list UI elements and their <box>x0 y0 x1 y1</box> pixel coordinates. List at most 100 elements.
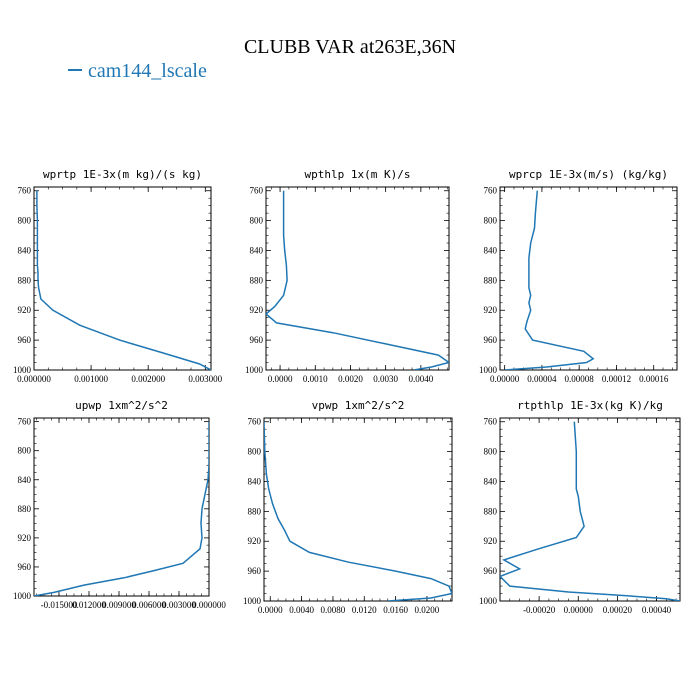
x-tick-label: 0.0200 <box>415 605 440 615</box>
y-tick-label: 760 <box>484 417 498 427</box>
y-tick-label: 920 <box>484 305 498 315</box>
panel-title: rtpthlp 1E-3x(kg K)/kg <box>517 399 663 412</box>
x-tick-label: 0.002000 <box>131 374 165 384</box>
y-tick-label: 920 <box>18 533 32 543</box>
y-tick-label: 960 <box>248 566 262 576</box>
panel-frame <box>499 417 681 602</box>
x-tick-label: 0.00004 <box>527 374 557 384</box>
y-tick-label: 760 <box>18 417 32 427</box>
x-tick-label: 0.003000 <box>188 374 222 384</box>
y-tick-label: 880 <box>18 275 32 285</box>
x-tick-label: 0.00000 <box>564 605 594 615</box>
y-tick-label: 1000 <box>245 365 264 375</box>
y-tick-label: 960 <box>250 335 264 345</box>
y-tick-label: 960 <box>18 335 32 345</box>
chart-panel: wprtp 1E-3x(m kg)/(s kg) 760 800 840 880 920 9… <box>13 168 223 384</box>
y-tick-label: 1000 <box>13 591 32 601</box>
y-tick-label: 800 <box>248 447 262 457</box>
x-tick-label: 0.00008 <box>565 374 595 384</box>
x-tick-label: 0.006000 <box>132 600 166 610</box>
page-title: CLUBB VAR at263E,36N <box>243 36 457 58</box>
x-tick-label: 0.00040 <box>642 605 672 615</box>
x-tick-label: 0.000000 <box>17 374 51 384</box>
x-tick-label: 0.0120 <box>352 605 377 615</box>
x-tick-label: 0.000000 <box>192 600 226 610</box>
panel-title: vpwp 1xm^2/s^2 <box>312 399 405 412</box>
panel-title: wprcp 1E-3x(m/s) (kg/kg) <box>509 168 668 181</box>
y-tick-label: 800 <box>18 446 32 456</box>
series-line <box>264 421 452 601</box>
panel-frame <box>265 186 450 371</box>
panel-title: wprtp 1E-3x(m kg)/(s kg) <box>43 168 202 181</box>
x-tick-label: 0.009000 <box>102 600 136 610</box>
y-tick-label: 960 <box>484 566 498 576</box>
series-line <box>500 421 680 601</box>
panel-frame <box>33 417 210 597</box>
x-tick-label: 0.0040 <box>289 605 314 615</box>
y-tick-label: 840 <box>484 476 498 486</box>
y-tick-label: 1000 <box>243 596 262 606</box>
y-tick-label: 760 <box>248 417 262 427</box>
x-tick-label: 0.0040 <box>408 374 433 384</box>
y-tick-label: 840 <box>18 245 32 255</box>
y-tick-label: 920 <box>18 305 32 315</box>
x-tick-label: 0.0030 <box>373 374 398 384</box>
y-tick-label: 960 <box>484 335 498 345</box>
y-tick-label: 760 <box>250 186 264 196</box>
x-tick-label: -0.00020 <box>523 605 556 615</box>
x-tick-label: 0.012000 <box>72 600 106 610</box>
legend: cam144_lscale <box>68 60 207 83</box>
chart-panel: upwp 1xm^2/s^2 760 800 840 880 920 960 1000 -0.0… <box>13 399 226 610</box>
y-tick-label: 760 <box>18 186 32 196</box>
y-tick-label: 840 <box>484 245 498 255</box>
y-tick-label: 1000 <box>13 365 32 375</box>
y-tick-label: 800 <box>484 447 498 457</box>
y-tick-label: 920 <box>484 536 498 546</box>
panel-title: wpthlp 1x(m K)/s <box>305 168 411 181</box>
x-tick-label: 0.0000 <box>258 605 283 615</box>
y-tick-label: 880 <box>250 275 264 285</box>
y-tick-label: 920 <box>248 536 262 546</box>
x-tick-label: 0.00020 <box>603 605 633 615</box>
y-tick-label: 800 <box>484 216 498 226</box>
x-tick-label: 0.001000 <box>74 374 108 384</box>
chart-panel: vpwp 1xm^2/s^276080084088092096010000.00… <box>243 399 453 615</box>
y-tick-label: 960 <box>18 562 32 572</box>
chart-panel: wprcp 1E-3x(m/s) (kg/kg) 760 800 840 880 920 9… <box>479 168 678 384</box>
x-tick-label: 0.0160 <box>383 605 408 615</box>
y-tick-label: 880 <box>18 504 32 514</box>
y-tick-label: 760 <box>484 186 498 196</box>
y-tick-label: 880 <box>248 506 262 516</box>
x-tick-label: 0.00012 <box>602 374 631 384</box>
y-tick-label: 1000 <box>479 596 498 606</box>
y-tick-label: 800 <box>250 216 264 226</box>
x-tick-label: 0.00016 <box>639 374 669 384</box>
y-tick-label: 800 <box>18 216 32 226</box>
series-line <box>266 190 449 370</box>
y-tick-label: 1000 <box>479 365 498 375</box>
chart-panel: rtpthlp 1E-3x(kg K)/kg 760 800 840 880 920 960… <box>479 399 681 615</box>
y-tick-label: 920 <box>250 305 264 315</box>
x-tick-label: 0.0080 <box>321 605 346 615</box>
panel-frame <box>263 417 453 602</box>
series-line <box>36 190 211 370</box>
series-line <box>34 421 209 596</box>
y-tick-label: 880 <box>484 506 498 516</box>
panel-title: upwp 1xm^2/s^2 <box>75 399 168 412</box>
x-tick-label: 0.003000 <box>162 600 196 610</box>
panel-frame <box>499 186 678 371</box>
y-tick-label: 840 <box>250 245 264 255</box>
y-tick-label: 840 <box>248 476 262 486</box>
y-tick-label: 840 <box>18 475 32 485</box>
series-line <box>504 190 595 370</box>
x-tick-label: 0.00000 <box>490 374 520 384</box>
x-tick-label: 0.0000 <box>268 374 293 384</box>
legend-line-swatch <box>68 69 82 72</box>
x-tick-label: 0.0010 <box>303 374 328 384</box>
x-tick-label: 0.0020 <box>338 374 363 384</box>
x-tick-label: -0.015000 <box>41 600 78 610</box>
legend-label: cam144_lscale <box>88 60 207 82</box>
y-tick-label: 880 <box>484 275 498 285</box>
chart-panel: wpthlp 1x(m K)/s 760 800 840 880 920 960 1000 0.… <box>245 168 450 384</box>
